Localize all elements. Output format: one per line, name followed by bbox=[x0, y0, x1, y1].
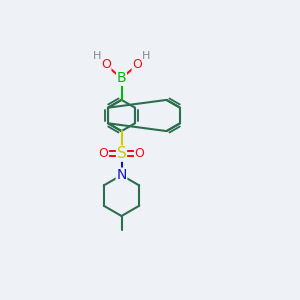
Text: H: H bbox=[142, 51, 150, 62]
Text: O: O bbox=[99, 147, 108, 160]
Text: O: O bbox=[132, 58, 142, 71]
Text: S: S bbox=[117, 146, 126, 161]
Text: B: B bbox=[117, 71, 126, 85]
Text: H: H bbox=[93, 51, 101, 62]
Text: N: N bbox=[116, 168, 127, 182]
Text: O: O bbox=[101, 58, 111, 71]
Text: O: O bbox=[135, 147, 144, 160]
